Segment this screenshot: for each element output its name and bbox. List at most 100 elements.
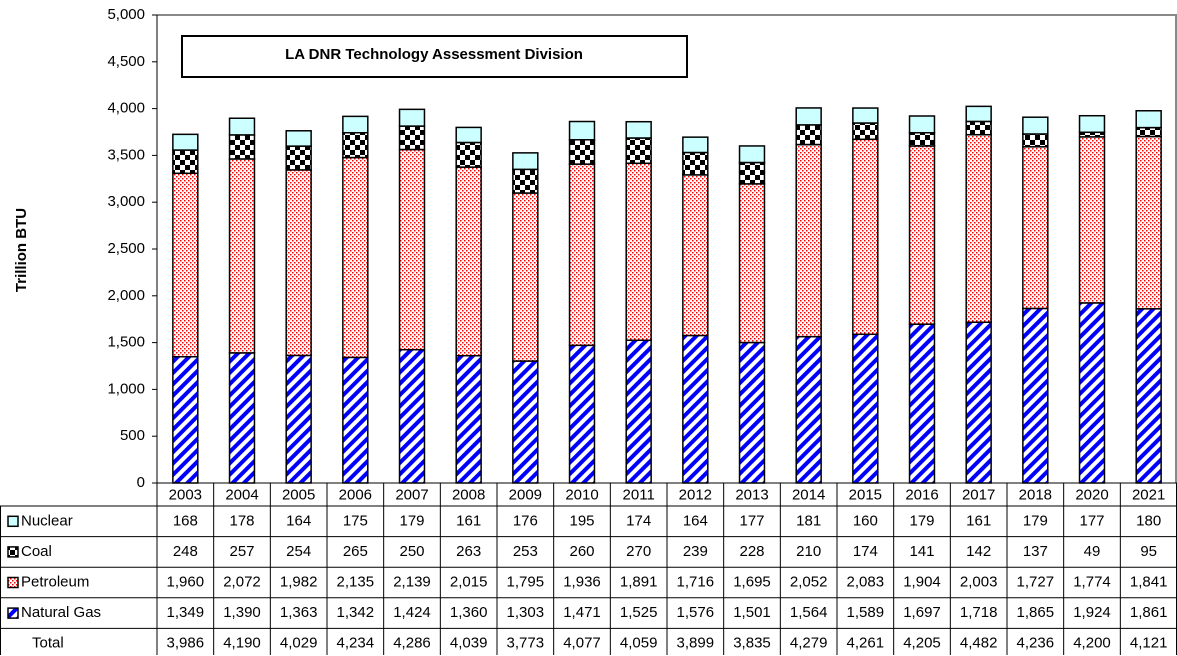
table-cell: 181 bbox=[796, 512, 821, 529]
table-cell: 2,015 bbox=[450, 573, 488, 590]
bar-segment bbox=[512, 152, 539, 171]
bar-segment bbox=[285, 169, 312, 357]
table-cell: 4,039 bbox=[450, 635, 488, 652]
table-cell: 250 bbox=[399, 543, 424, 560]
x-tick-label: 2004 bbox=[225, 486, 258, 503]
x-tick-label: 2009 bbox=[509, 486, 542, 503]
table-cell: 1,774 bbox=[1073, 573, 1111, 590]
bar-segment bbox=[682, 151, 709, 176]
table-cell: 4,234 bbox=[337, 635, 375, 652]
table-cell: 4,286 bbox=[393, 635, 431, 652]
table-cell: 1,904 bbox=[903, 573, 941, 590]
legend-label: Nuclear bbox=[21, 512, 73, 529]
bar-segment bbox=[795, 124, 822, 146]
bar-segment bbox=[965, 321, 992, 484]
table-cell: 161 bbox=[456, 512, 481, 529]
bar-segment bbox=[342, 131, 369, 159]
bar-segment bbox=[908, 115, 936, 134]
table-cell: 1,795 bbox=[507, 573, 545, 590]
y-tick-label: 1,000 bbox=[107, 380, 145, 397]
table-cell: 253 bbox=[513, 543, 538, 560]
table-cell: 1,695 bbox=[733, 573, 771, 590]
title-box bbox=[181, 35, 688, 78]
table-cell: 142 bbox=[966, 543, 991, 560]
y-tick-label: 5,000 bbox=[107, 6, 145, 23]
table-cell: 4,190 bbox=[223, 635, 261, 652]
bar-segment bbox=[568, 120, 596, 141]
x-tick-label: 2021 bbox=[1132, 486, 1165, 503]
bar-segment bbox=[398, 125, 426, 151]
bar-segment bbox=[228, 158, 256, 354]
table-cell: 260 bbox=[569, 543, 594, 560]
bar-segment bbox=[455, 141, 482, 168]
x-tick-label: 2013 bbox=[735, 486, 768, 503]
bar-segment bbox=[738, 341, 766, 484]
bar-segment bbox=[455, 354, 482, 484]
table-cell: 1,471 bbox=[563, 604, 601, 621]
table-cell: 257 bbox=[229, 543, 254, 560]
x-tick-label: 2006 bbox=[339, 486, 372, 503]
y-tick-label: 3,500 bbox=[107, 146, 145, 163]
table-cell: 174 bbox=[853, 543, 878, 560]
bar-segment bbox=[398, 108, 426, 127]
table-cell: 2,135 bbox=[337, 573, 375, 590]
legend-label: Natural Gas bbox=[21, 604, 101, 621]
bar-segment bbox=[228, 134, 256, 160]
table-cell: 1,390 bbox=[223, 604, 261, 621]
bar-segment bbox=[682, 334, 709, 484]
legend-swatch bbox=[7, 607, 19, 619]
table-cell: 1,349 bbox=[167, 604, 205, 621]
table-cell: 2,003 bbox=[960, 573, 998, 590]
y-tick-label: 4,500 bbox=[107, 53, 145, 70]
x-tick-label: 2008 bbox=[452, 486, 485, 503]
bar-segment bbox=[1022, 307, 1049, 484]
chart-title: LA DNR Technology Assessment Division bbox=[285, 46, 583, 63]
bar-segment bbox=[625, 137, 652, 165]
table-cell: 164 bbox=[683, 512, 708, 529]
bar-segment bbox=[852, 122, 879, 141]
table-cell: 1,716 bbox=[677, 573, 715, 590]
bar-segment bbox=[455, 166, 482, 357]
table-cell: 1,303 bbox=[507, 604, 545, 621]
table-cell: 1,960 bbox=[167, 573, 205, 590]
bar-segment bbox=[568, 139, 596, 165]
bar-segment bbox=[172, 172, 199, 358]
table-cell: 178 bbox=[229, 512, 254, 529]
bar-segment bbox=[682, 136, 709, 154]
bar-segment bbox=[1135, 308, 1162, 484]
table-cell: 160 bbox=[853, 512, 878, 529]
table-cell: 3,899 bbox=[677, 635, 715, 652]
bar-segment bbox=[965, 105, 992, 123]
x-tick-label: 2018 bbox=[1019, 486, 1052, 503]
table-cell: 210 bbox=[796, 543, 821, 560]
bar-segment bbox=[1022, 133, 1049, 148]
x-tick-label: 2015 bbox=[849, 486, 882, 503]
bar-segment bbox=[172, 149, 199, 175]
table-cell: 164 bbox=[286, 512, 311, 529]
bar-segment bbox=[342, 115, 369, 134]
legend-swatch bbox=[7, 546, 19, 558]
table-cell: 2,072 bbox=[223, 573, 261, 590]
table-cell: 179 bbox=[1023, 512, 1048, 529]
table-cell: 1,936 bbox=[563, 573, 601, 590]
x-tick-label: 2011 bbox=[623, 486, 655, 503]
legend-label: Coal bbox=[21, 543, 52, 560]
table-cell: 4,077 bbox=[563, 635, 601, 652]
bar-segment bbox=[568, 344, 596, 484]
table-cell: 137 bbox=[1023, 543, 1048, 560]
table-cell: 265 bbox=[343, 543, 368, 560]
table-cell: 1,525 bbox=[620, 604, 658, 621]
table-cell: 1,697 bbox=[903, 604, 941, 621]
table-cell: 180 bbox=[1136, 512, 1161, 529]
bar-segment bbox=[908, 145, 936, 325]
bar-segment bbox=[172, 355, 199, 484]
x-tick-label: 2012 bbox=[679, 486, 712, 503]
legend-label: Petroleum bbox=[21, 573, 89, 590]
bar-segment bbox=[455, 126, 482, 144]
bar-segment bbox=[1135, 126, 1162, 138]
legend-swatch bbox=[7, 576, 19, 589]
bar-segment bbox=[852, 333, 879, 484]
bar-segment bbox=[1022, 116, 1049, 135]
table-cell: 1,360 bbox=[450, 604, 488, 621]
y-tick-label: 4,000 bbox=[107, 100, 145, 117]
